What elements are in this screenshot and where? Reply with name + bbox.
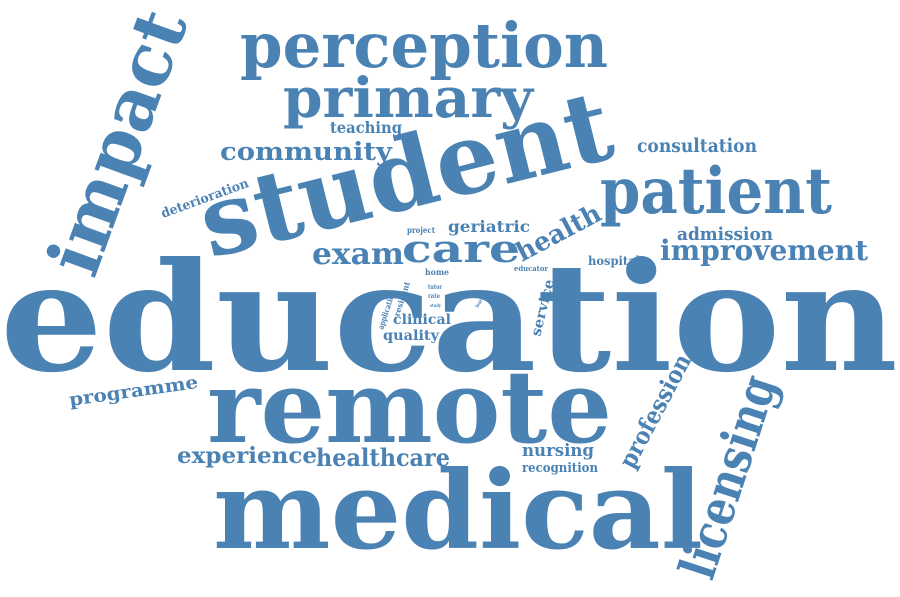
word-clinical: clinical [393, 312, 451, 328]
word-healthcare: healthcare [316, 443, 450, 472]
word-home: home [425, 267, 449, 277]
word-admission: admission [677, 224, 773, 245]
word-nursing: nursing [522, 441, 594, 461]
word-teaching: teaching [330, 118, 402, 137]
word-community: community [220, 137, 394, 166]
word-project: project [407, 225, 435, 235]
word-geriatric: geriatric [448, 217, 530, 236]
word-remote: remote [207, 348, 612, 466]
word-learn: learn [475, 295, 486, 309]
word-education: education [0, 230, 898, 406]
word-quality: quality [383, 328, 440, 344]
word-educator: educator [514, 264, 548, 273]
word-hospital: hospital [588, 254, 640, 268]
word-consultation: consultation [637, 135, 757, 157]
word-study: study [430, 303, 442, 309]
word-perception: perception [240, 9, 608, 82]
word-experience: experience [177, 443, 317, 469]
word-exam: exam [312, 237, 404, 272]
word-improvement: improvement [660, 234, 868, 267]
word-care: care [402, 226, 520, 271]
word-patient: patient [600, 154, 832, 229]
word-tutor: tutor [428, 284, 443, 291]
word-medical: medical [213, 448, 703, 574]
word-primary: primary [283, 65, 535, 130]
word-rate: rate [428, 293, 440, 300]
word-recognition: recognition [522, 461, 598, 476]
